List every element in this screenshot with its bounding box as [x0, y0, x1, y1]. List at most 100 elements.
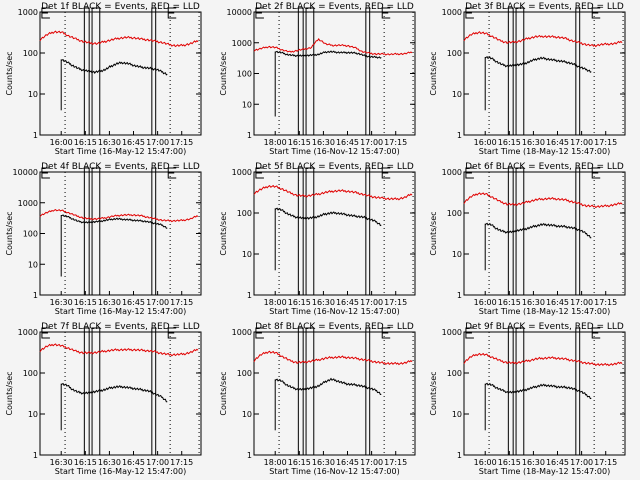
y-tick-label: 1000 — [18, 199, 38, 208]
panel-title: Det 8f BLACK = Events, RED = LLD — [255, 322, 414, 332]
x-tick-label: 17:15 — [594, 458, 617, 467]
flag-interval-box — [515, 167, 525, 296]
x-tick-label: 17:15 — [594, 138, 617, 147]
series-lld — [253, 184, 413, 201]
y-tick-label: 1000 — [442, 8, 462, 17]
flag-interval-box — [91, 167, 101, 296]
x-tick-label: 16:45 — [336, 138, 359, 147]
x-tick-label: 16:30 — [312, 458, 335, 467]
event-marker-E — [167, 327, 177, 339]
x-tick-label: 16:45 — [546, 298, 569, 307]
event-marker-E — [167, 167, 177, 179]
x-tick-label: 17:00 — [570, 458, 593, 467]
y-axis-label: Counts/sec — [5, 51, 14, 95]
panel-4: Det 4f BLACK = Events, RED = LLD 1 10 100 10… — [5, 162, 202, 316]
panel-7: Det 7f BLACK = Events, RED = LLD 1 10 100 10… — [5, 322, 202, 476]
x-tick-label: 16:15 — [74, 298, 97, 307]
event-marker-E — [591, 167, 601, 179]
x-tick-label: 16:30 — [50, 458, 73, 467]
x-tick-label: 18:00 — [264, 298, 287, 307]
x-tick-label: 18:00 — [264, 138, 287, 147]
x-axis-label: Start Time (16-Nov-12 15:47:00) — [269, 307, 399, 316]
y-tick-label: 10 — [242, 100, 252, 109]
panel-title: Det 5f BLACK = Events, RED = LLD — [255, 162, 414, 172]
plot-frame — [39, 11, 202, 136]
panel-9: Det 9f BLACK = Events, RED = LLD 1 10 100 10… — [429, 322, 626, 476]
plot-frame — [39, 331, 202, 456]
event-marker-E — [465, 167, 474, 179]
flag-interval-box — [83, 167, 90, 296]
flag-interval-box — [91, 327, 101, 456]
x-tick-label: 17:00 — [146, 458, 169, 467]
y-tick-label: 1 — [457, 291, 462, 300]
flag-interval-box — [297, 327, 304, 456]
y-tick-label: 1 — [247, 291, 252, 300]
plot-frame — [253, 171, 416, 296]
x-tick-label: 16:15 — [498, 138, 521, 147]
x-tick-label: 16:15 — [288, 138, 311, 147]
series-events — [274, 50, 382, 59]
x-tick-label: 16:00 — [474, 458, 497, 467]
event-marker-E — [381, 7, 391, 19]
flag-interval-box — [297, 167, 304, 296]
panel-title: Det 6f BLACK = Events, RED = LLD — [465, 162, 624, 172]
panel-1: Det 1f BLACK = Events, RED = LLD 1 10 100 10… — [5, 2, 202, 156]
y-axis-label: Counts/sec — [219, 371, 228, 415]
series-events — [484, 55, 592, 73]
x-tick-label: 16:30 — [312, 298, 335, 307]
plot-frame — [253, 331, 416, 456]
y-tick-label: 1 — [33, 291, 38, 300]
y-tick-label: 1000 — [232, 328, 252, 337]
x-tick-label: 16:45 — [122, 138, 145, 147]
x-tick-label: 17:00 — [360, 458, 383, 467]
x-tick-label: 17:15 — [170, 298, 193, 307]
panel-title: Det 2f BLACK = Events, RED = LLD — [255, 2, 414, 12]
x-axis-label: Start Time (18-May-12 15:47:00) — [479, 467, 610, 476]
series-events — [60, 382, 168, 403]
x-tick-label: 17:00 — [570, 298, 593, 307]
x-tick-label: 16:00 — [474, 298, 497, 307]
panel-title: Det 9f BLACK = Events, RED = LLD — [465, 322, 624, 332]
series-events — [60, 214, 168, 229]
series-events — [484, 222, 592, 239]
flag-interval-box — [575, 7, 581, 136]
event-marker-E — [41, 7, 50, 19]
flag-interval-box — [305, 167, 315, 296]
x-tick-label: 17:00 — [360, 298, 383, 307]
x-tick-label: 16:30 — [98, 458, 121, 467]
event-marker-E — [41, 327, 50, 339]
event-marker-E — [465, 7, 474, 19]
x-tick-label: 17:00 — [146, 298, 169, 307]
y-tick-label: 100 — [447, 209, 462, 218]
x-tick-label: 17:00 — [360, 138, 383, 147]
panel-6: Det 6f BLACK = Events, RED = LLD 1 10 100 10… — [429, 162, 626, 316]
plot-frame — [253, 11, 416, 136]
plot-frame — [463, 171, 626, 296]
flag-interval-box — [507, 7, 514, 136]
event-marker-E — [381, 327, 391, 339]
plot-frame — [463, 331, 626, 456]
series-events — [274, 207, 382, 227]
x-tick-label: 17:15 — [384, 298, 407, 307]
y-tick-label: 1 — [457, 451, 462, 460]
y-tick-label: 1 — [457, 131, 462, 140]
x-tick-label: 16:30 — [98, 298, 121, 307]
series-lld — [463, 192, 623, 209]
plot-frame — [463, 11, 626, 136]
x-tick-label: 16:30 — [522, 298, 545, 307]
event-marker-E — [381, 167, 391, 179]
event-marker-E — [591, 327, 601, 339]
event-marker-E — [255, 327, 264, 339]
flag-interval-box — [151, 7, 157, 136]
y-tick-label: 1000 — [232, 39, 252, 48]
y-tick-label: 1 — [33, 451, 38, 460]
y-axis-label: Counts/sec — [429, 51, 438, 95]
x-tick-label: 17:15 — [170, 458, 193, 467]
series-lld — [39, 343, 199, 357]
x-axis-label: Start Time (16-Nov-12 15:47:00) — [269, 467, 399, 476]
y-tick-label: 100 — [237, 209, 252, 218]
y-tick-label: 100 — [23, 230, 38, 239]
panel-title: Det 1f BLACK = Events, RED = LLD — [41, 2, 200, 12]
y-tick-label: 100 — [237, 369, 252, 378]
event-marker-E — [465, 327, 474, 339]
